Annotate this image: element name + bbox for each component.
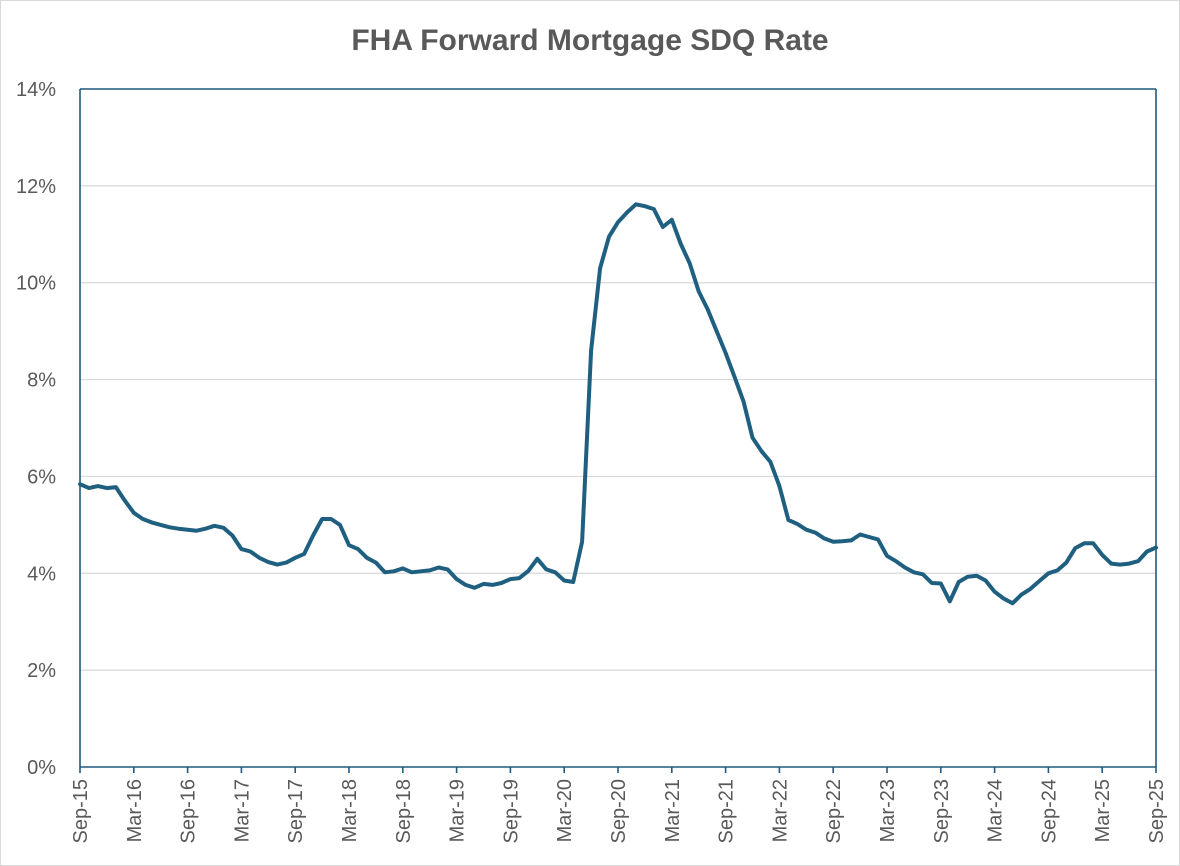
x-tick-label: Sep-20 (608, 779, 630, 844)
x-tick-label: Sep-19 (500, 779, 522, 844)
x-tick-label: Sep-24 (1038, 779, 1060, 844)
series-layer (78, 202, 1158, 606)
x-tick-label: Mar-25 (1092, 779, 1114, 842)
x-tick-label: Mar-16 (124, 779, 146, 842)
x-tick-label: Sep-15 (70, 779, 92, 844)
y-tick-label: 0% (27, 757, 56, 779)
x-tick-label: Mar-20 (554, 779, 576, 842)
x-tick-label: Mar-23 (877, 779, 899, 842)
x-tick-label: Sep-23 (931, 779, 953, 844)
gridlines (80, 88, 1156, 671)
y-tick-label: 4% (27, 563, 56, 585)
x-tick-label: Sep-22 (823, 779, 845, 844)
series-line-fha-sdq-rate (78, 202, 1158, 606)
x-tick-label: Mar-19 (447, 779, 469, 842)
x-axis-tick-labels: Sep-15 Mar-16 Sep-16 Mar-17 Sep-17 Mar-18 Sep-… (70, 767, 1168, 844)
chart-title: FHA Forward Mortgage SDQ Rate (351, 24, 828, 57)
x-tick-label: Mar-17 (231, 779, 253, 842)
x-tick-label: Mar-22 (769, 779, 791, 842)
x-tick-label: Sep-18 (393, 779, 415, 844)
x-tick-label: Mar-24 (985, 779, 1007, 842)
y-axis-tick-labels: 0% 2% 4% 6% 8% 10% 12% 14% (16, 79, 56, 779)
axes (79, 88, 1157, 768)
x-tick-label: Sep-21 (716, 779, 738, 844)
x-tick-label: Mar-18 (339, 779, 361, 842)
x-tick-label: Mar-21 (662, 779, 684, 842)
y-tick-label: 14% (16, 79, 56, 101)
y-tick-label: 6% (27, 466, 56, 488)
y-tick-label: 10% (16, 273, 56, 295)
x-tick-label: Sep-25 (1146, 779, 1168, 844)
y-tick-label: 2% (27, 660, 56, 682)
y-tick-label: 12% (16, 176, 56, 198)
x-tick-label: Sep-16 (178, 779, 200, 844)
y-tick-label: 8% (27, 370, 56, 392)
x-tick-label: Sep-17 (285, 779, 307, 844)
